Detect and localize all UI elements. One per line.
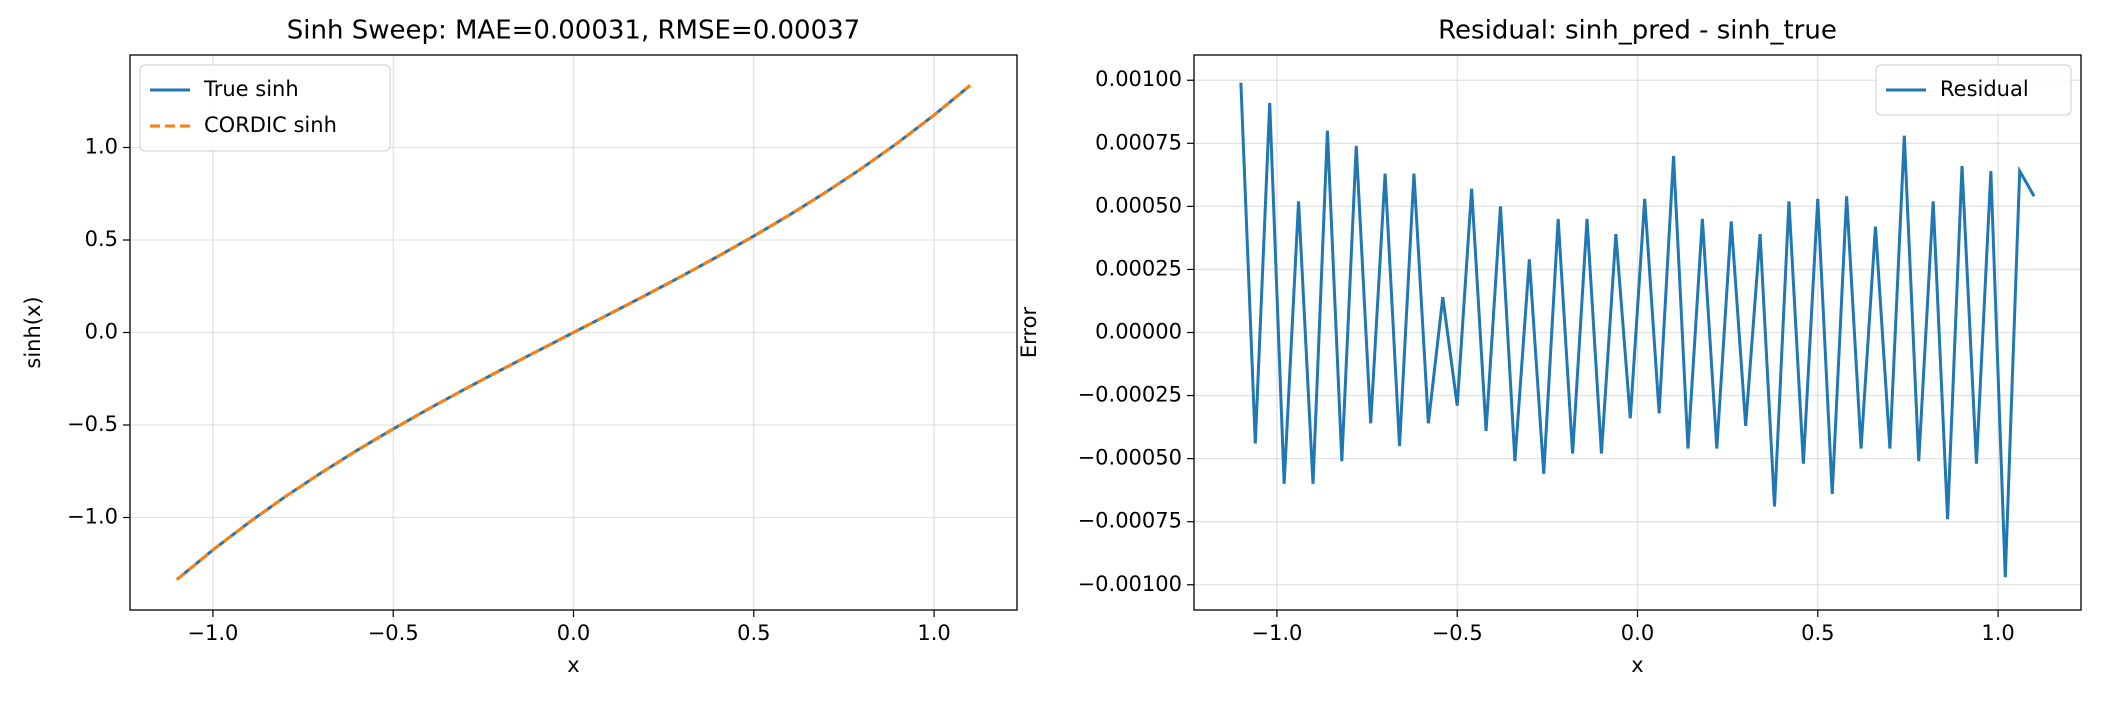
y-axis-label: Error (1017, 307, 1041, 359)
y-tick-label: 0.00000 (1095, 320, 1182, 344)
axes-frame (1193, 54, 2082, 611)
y-axis-label: sinh(x) (21, 296, 45, 368)
y-tick-label: 0.5 (85, 227, 118, 251)
legend-label: True sinh (203, 77, 299, 101)
chart-title: Residual: sinh_pred - sinh_true (1438, 16, 1837, 46)
y-tick-label: 0.00025 (1095, 256, 1182, 280)
y-tick-label: −0.00075 (1078, 509, 1182, 533)
x-tick-label: 0.5 (1801, 621, 1834, 645)
y-tick-label: −0.00025 (1078, 383, 1182, 407)
x-tick-label: 1.0 (917, 621, 950, 645)
x-tick-label: −0.5 (368, 621, 419, 645)
y-tick-label: 0.00050 (1095, 193, 1182, 217)
x-tick-label: −0.5 (1432, 621, 1483, 645)
line (175, 84, 972, 581)
x-axis-label: x (567, 653, 579, 677)
x-tick-label: 0.0 (557, 621, 590, 645)
y-tick-label: 0.00100 (1095, 67, 1182, 91)
y-tick-label: −0.5 (67, 412, 118, 436)
y-tick-label: −0.00050 (1078, 446, 1182, 470)
y-tick-label: 0.00075 (1095, 130, 1182, 154)
x-tick-label: 1.0 (1981, 621, 2014, 645)
y-tick-label: −0.00100 (1078, 572, 1182, 596)
y-tick-label: 1.0 (85, 135, 118, 159)
x-axis-label: x (1631, 653, 1643, 677)
legend-box (139, 64, 391, 152)
y-tick-label: −1.0 (67, 505, 118, 529)
x-tick-label: 0.5 (737, 621, 770, 645)
x-tick-label: −1.0 (187, 621, 238, 645)
chart-title: Sinh Sweep: MAE=0.00031, RMSE=0.00037 (287, 16, 860, 46)
legend-label: CORDIC sinh (204, 113, 337, 137)
x-tick-label: 0.0 (1621, 621, 1654, 645)
y-tick-label: 0.0 (85, 320, 118, 344)
legend-box (1875, 64, 2072, 116)
x-tick-label: −1.0 (1251, 621, 1302, 645)
axes-frame (129, 54, 1018, 611)
legend-label: Residual (1940, 77, 2029, 101)
line (1239, 82, 2036, 578)
